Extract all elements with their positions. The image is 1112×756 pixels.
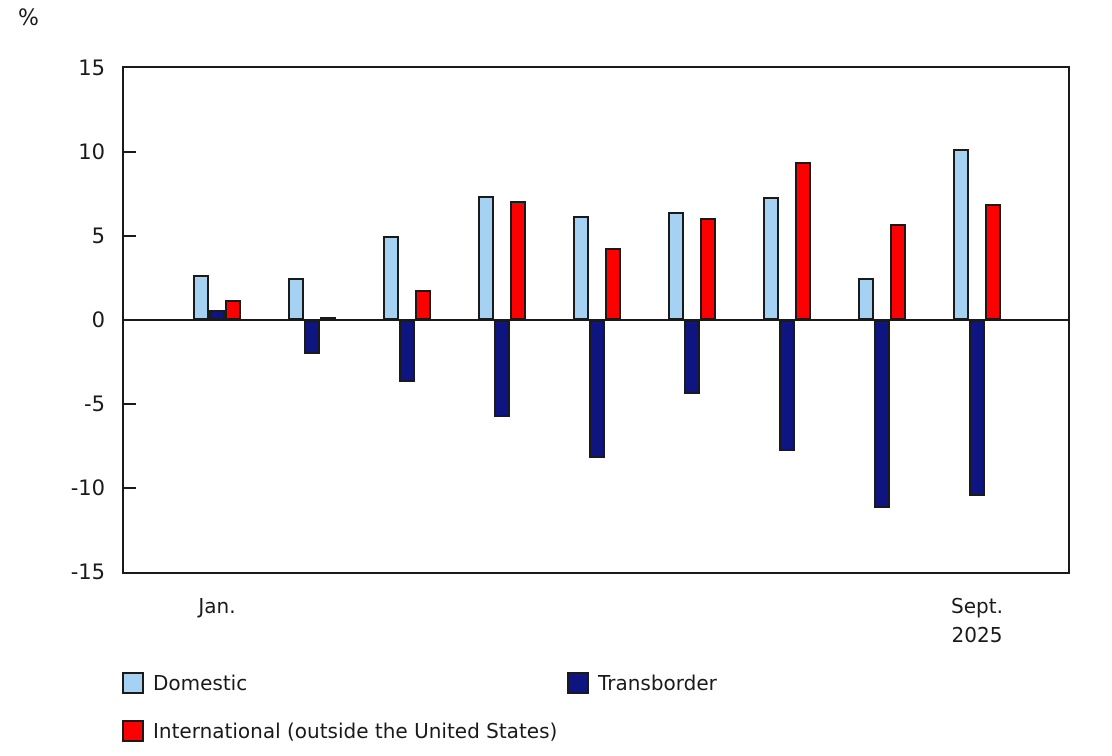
y-tick-label-15: 15 bbox=[78, 56, 105, 80]
y-tick-mark-5 bbox=[124, 235, 136, 237]
bar-domestic-May bbox=[573, 216, 589, 320]
bar-transborder-Jun bbox=[684, 320, 700, 394]
bar-international-Sept bbox=[985, 204, 1001, 320]
bar-transborder-Aug bbox=[874, 320, 890, 508]
legend-label-international: International (outside the United States… bbox=[153, 719, 558, 743]
y-tick-label-5: 5 bbox=[91, 224, 105, 248]
bar-international-Jul bbox=[795, 162, 811, 320]
y-tick-label--5: -5 bbox=[84, 392, 105, 416]
legend-swatch-transborder bbox=[567, 672, 589, 694]
x-axis-label-year: 2025 bbox=[951, 623, 1003, 647]
x-axis-label-sept-2025: Sept. 2025 bbox=[951, 592, 1003, 650]
y-tick-label--15: -15 bbox=[70, 560, 105, 584]
bar-transborder-Mar bbox=[399, 320, 415, 382]
legend-label-domestic: Domestic bbox=[153, 671, 248, 695]
bar-domestic-Aug bbox=[858, 278, 874, 320]
y-tick-label-0: 0 bbox=[91, 308, 105, 332]
bar-international-Aug bbox=[890, 224, 906, 320]
legend-item-transborder: Transborder bbox=[567, 671, 717, 695]
y-tick-label-10: 10 bbox=[78, 140, 105, 164]
bar-domestic-Sept bbox=[953, 149, 969, 320]
legend-swatch-domestic bbox=[122, 672, 144, 694]
bar-domestic-Jun bbox=[668, 212, 684, 320]
bar-transborder-Jul bbox=[779, 320, 795, 451]
bar-transborder-Feb bbox=[304, 320, 320, 354]
legend-swatch-international bbox=[122, 720, 144, 742]
bar-transborder-Apr bbox=[494, 320, 510, 417]
bar-international-Jun bbox=[700, 218, 716, 320]
bar-transborder-Jan bbox=[209, 310, 225, 320]
bar-domestic-Jul bbox=[763, 197, 779, 320]
plot-area bbox=[122, 66, 1070, 574]
y-tick-mark--10 bbox=[124, 487, 136, 489]
bar-transborder-Sept bbox=[969, 320, 985, 496]
y-axis-unit-label: % bbox=[18, 6, 39, 31]
bar-domestic-Feb bbox=[288, 278, 304, 320]
legend-item-domestic: Domestic bbox=[122, 671, 247, 695]
bar-international-Mar bbox=[415, 290, 431, 320]
bar-international-Apr bbox=[510, 201, 526, 320]
y-tick-label--10: -10 bbox=[70, 476, 105, 500]
bar-international-Jan bbox=[225, 300, 241, 320]
bar-international-Feb bbox=[320, 317, 336, 321]
legend-label-transborder: Transborder bbox=[598, 671, 717, 695]
bar-domestic-Jan bbox=[193, 275, 209, 320]
bar-domestic-Mar bbox=[383, 236, 399, 320]
x-axis-label-sept: Sept. bbox=[951, 594, 1003, 618]
bar-domestic-Apr bbox=[478, 196, 494, 320]
y-tick-mark--5 bbox=[124, 403, 136, 405]
legend-item-international: International (outside the United States… bbox=[122, 719, 557, 743]
y-tick-mark-10 bbox=[124, 151, 136, 153]
x-axis-label-jan: Jan. bbox=[198, 594, 236, 618]
bar-international-May bbox=[605, 248, 621, 320]
bar-transborder-May bbox=[589, 320, 605, 458]
